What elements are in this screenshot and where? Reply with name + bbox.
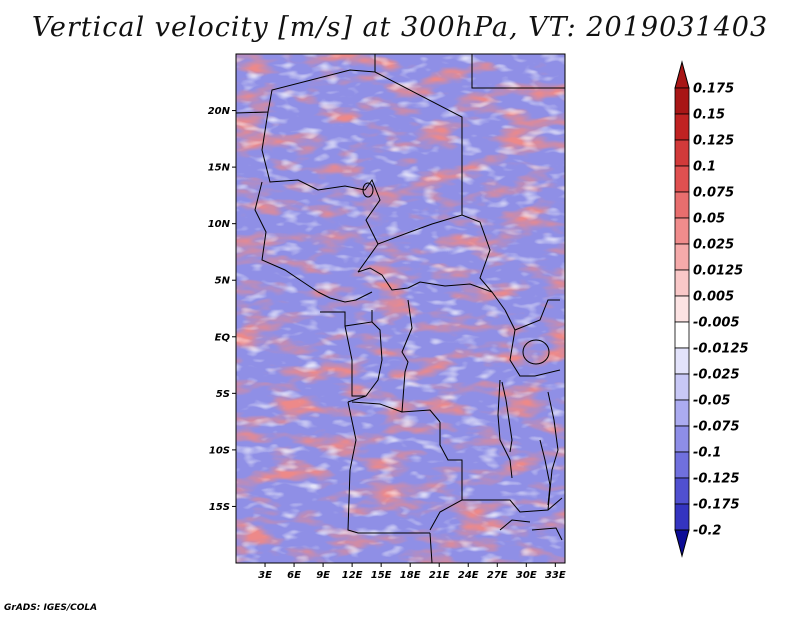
colorbar-label: 0.175	[693, 82, 734, 97]
lon-tick-label: 30E	[516, 570, 537, 581]
longitude-axis: 3E 6E 9E 12E 15E 18E 21E 24E 27E 30E 33E	[258, 563, 566, 581]
border-line	[261, 111, 366, 191]
lat-tick-label: 15S	[209, 502, 230, 513]
lake-victoria	[522, 339, 550, 365]
lake-malawi	[539, 439, 551, 506]
colorbar-label: -0.0125	[693, 342, 749, 357]
colorbar-segment	[674, 373, 690, 401]
lat-tick-label: 5S	[216, 389, 230, 400]
lon-tick-label: 33E	[545, 570, 566, 581]
colorbar-label: 0.0125	[693, 264, 743, 279]
border-line	[236, 54, 376, 114]
colorbar-label: 0.025	[693, 238, 734, 253]
colorbar-label: 0.15	[693, 108, 725, 123]
border-line	[514, 299, 560, 331]
colorbar-label: -0.025	[693, 368, 740, 383]
colorbar-segment	[674, 113, 690, 141]
colorbar-top-arrow	[674, 60, 690, 89]
colorbar-label: -0.2	[693, 524, 721, 539]
lon-tick-label: 18E	[400, 570, 421, 581]
lon-tick-label: 27E	[487, 570, 508, 581]
colorbar-segment	[674, 399, 690, 427]
colorbar-label: -0.05	[693, 394, 730, 409]
grads-credit: GrADS: IGES/COLA	[4, 603, 98, 613]
lake-tanganyika	[501, 381, 513, 453]
colorbar-segment	[674, 269, 690, 297]
latitude-axis: 20N 15N 10N 5N EQ 5S 10S 15S	[208, 106, 236, 513]
border-line	[317, 291, 373, 303]
border-line	[462, 497, 563, 513]
colorbar-segment	[674, 425, 690, 453]
colorbar-label: 0.1	[693, 160, 716, 175]
colorbar-bottom-arrow	[674, 529, 690, 558]
colorbar-label: 0.075	[693, 186, 734, 201]
field-near-zero	[236, 54, 565, 563]
border-line	[429, 532, 433, 563]
lake-chad	[362, 182, 374, 198]
colorbar-segment	[674, 191, 690, 219]
lon-tick-label: 3E	[258, 570, 272, 581]
lon-tick-label: 12E	[342, 570, 363, 581]
border-line	[471, 54, 565, 89]
border-line	[344, 325, 367, 403]
lon-tick-label: 6E	[287, 570, 301, 581]
colorbar-segment	[674, 165, 690, 193]
colorbar-segment	[674, 477, 690, 505]
lat-tick-label: 10S	[209, 445, 230, 456]
map-frame	[235, 53, 566, 564]
colorbar-segment	[674, 321, 690, 349]
map-panel	[236, 54, 565, 563]
lon-tick-label: 15E	[371, 570, 392, 581]
colorbar-label: -0.125	[693, 472, 740, 487]
colorbar-label: -0.075	[693, 420, 740, 435]
border-line	[401, 299, 441, 423]
border-line	[357, 267, 493, 293]
lat-tick-label: EQ	[215, 332, 231, 343]
border-line	[351, 401, 403, 413]
colorbar-label: -0.1	[693, 446, 721, 461]
colorbar-label: 0.125	[693, 134, 734, 149]
colorbar-segment	[674, 451, 690, 479]
colorbar-segment	[674, 87, 690, 115]
colorbar-segment	[674, 295, 690, 323]
lon-tick-label: 21E	[429, 570, 450, 581]
country-borders	[236, 54, 565, 563]
lon-tick-label: 9E	[316, 570, 330, 581]
border-line	[347, 401, 430, 534]
border-line	[365, 321, 383, 397]
border-line	[547, 391, 559, 511]
lat-tick-label: 20N	[208, 106, 231, 117]
colorbar-label: -0.175	[693, 498, 740, 513]
colorbar-label: 0.05	[693, 212, 725, 227]
colorbar-segment	[674, 347, 690, 375]
border-line	[377, 214, 506, 311]
colorbar-segment	[674, 243, 690, 271]
colorbar-label: -0.005	[693, 316, 740, 331]
lon-tick-label: 24E	[458, 570, 479, 581]
border-line	[357, 178, 381, 273]
chart-title: Vertical velocity [m/s] at 300hPa, VT: 2…	[31, 12, 769, 43]
border-line	[254, 181, 319, 293]
border-line	[497, 379, 513, 479]
lat-tick-label: 15N	[208, 163, 231, 174]
colorbar: 0.175 0.15 0.125 0.1 0.075 0.05 0.025 0.0125 0.0…	[674, 60, 749, 558]
border-line	[531, 527, 563, 541]
border-line	[499, 519, 531, 531]
lake-outlines	[362, 182, 551, 506]
colorbar-segment	[674, 217, 690, 245]
colorbar-segment	[674, 503, 690, 531]
border-line	[374, 71, 463, 215]
colorbar-segment	[674, 139, 690, 167]
lat-tick-label: 5N	[215, 276, 231, 287]
lat-tick-label: 10N	[208, 219, 231, 230]
border-line	[504, 309, 561, 377]
border-line	[429, 422, 463, 531]
colorbar-label: 0.005	[693, 290, 734, 305]
